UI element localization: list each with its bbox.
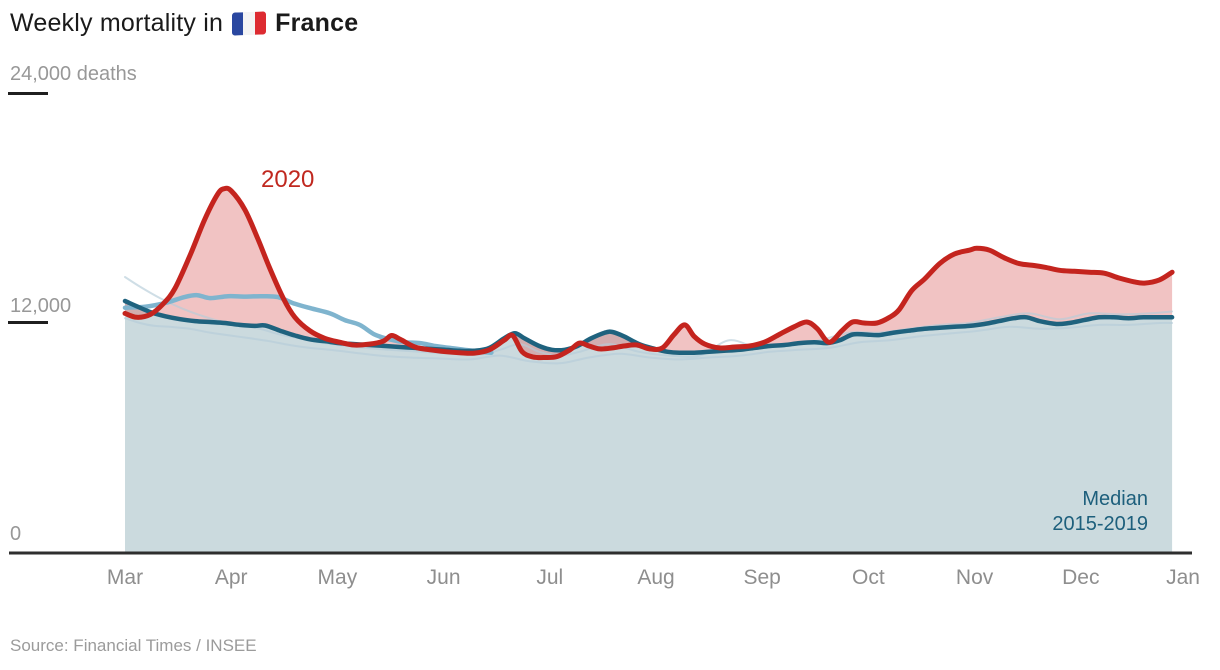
median-area-fill bbox=[125, 301, 1173, 553]
y-axis-label-0: 0 bbox=[10, 523, 22, 545]
y-axis-label-24000: 24,000 deaths bbox=[10, 63, 137, 85]
x-axis-label-oct: Oct bbox=[852, 566, 885, 589]
france-flag-icon bbox=[232, 11, 267, 36]
x-axis-label-jul: Jul bbox=[536, 566, 564, 589]
x-axis-label-mar: Mar bbox=[106, 566, 144, 589]
series-label-median: Median 2015-2019 bbox=[1052, 487, 1148, 537]
x-axis-label-jun: Jun bbox=[426, 566, 461, 589]
line-2020 bbox=[122, 185, 1175, 361]
page-title: Weekly mortality in France bbox=[10, 9, 358, 38]
title-text: Weekly mortality in bbox=[10, 9, 224, 37]
source-note: Source: Financial Times / INSEE bbox=[10, 636, 257, 655]
x-axis-label-nov: Nov bbox=[955, 566, 994, 589]
y-axis-tick-12000 bbox=[8, 321, 48, 324]
series-label-median-line1: Median bbox=[1082, 488, 1148, 510]
x-axis-label-dec: Dec bbox=[1062, 566, 1100, 589]
series-label-2020: 2020 bbox=[261, 166, 315, 193]
x-axis-label-jan: Jan bbox=[1166, 566, 1200, 589]
year-line-faint-1 bbox=[124, 317, 1174, 365]
series-label-median-line2: 2015-2019 bbox=[1052, 513, 1148, 535]
x-axis-label-may: May bbox=[317, 566, 358, 589]
y-axis-label-12000: 12,000 bbox=[10, 295, 72, 317]
excess-mortality-fill bbox=[125, 188, 1173, 358]
x-axis-label-aug: Aug bbox=[637, 566, 675, 589]
year-line-visible bbox=[122, 292, 494, 355]
y-axis-tick-24000 bbox=[8, 92, 48, 95]
x-axis-label-sep: Sep bbox=[743, 566, 781, 589]
year-line-faint-0 bbox=[124, 276, 1174, 358]
title-country: France bbox=[275, 9, 359, 37]
x-axis-label-apr: Apr bbox=[214, 566, 248, 589]
